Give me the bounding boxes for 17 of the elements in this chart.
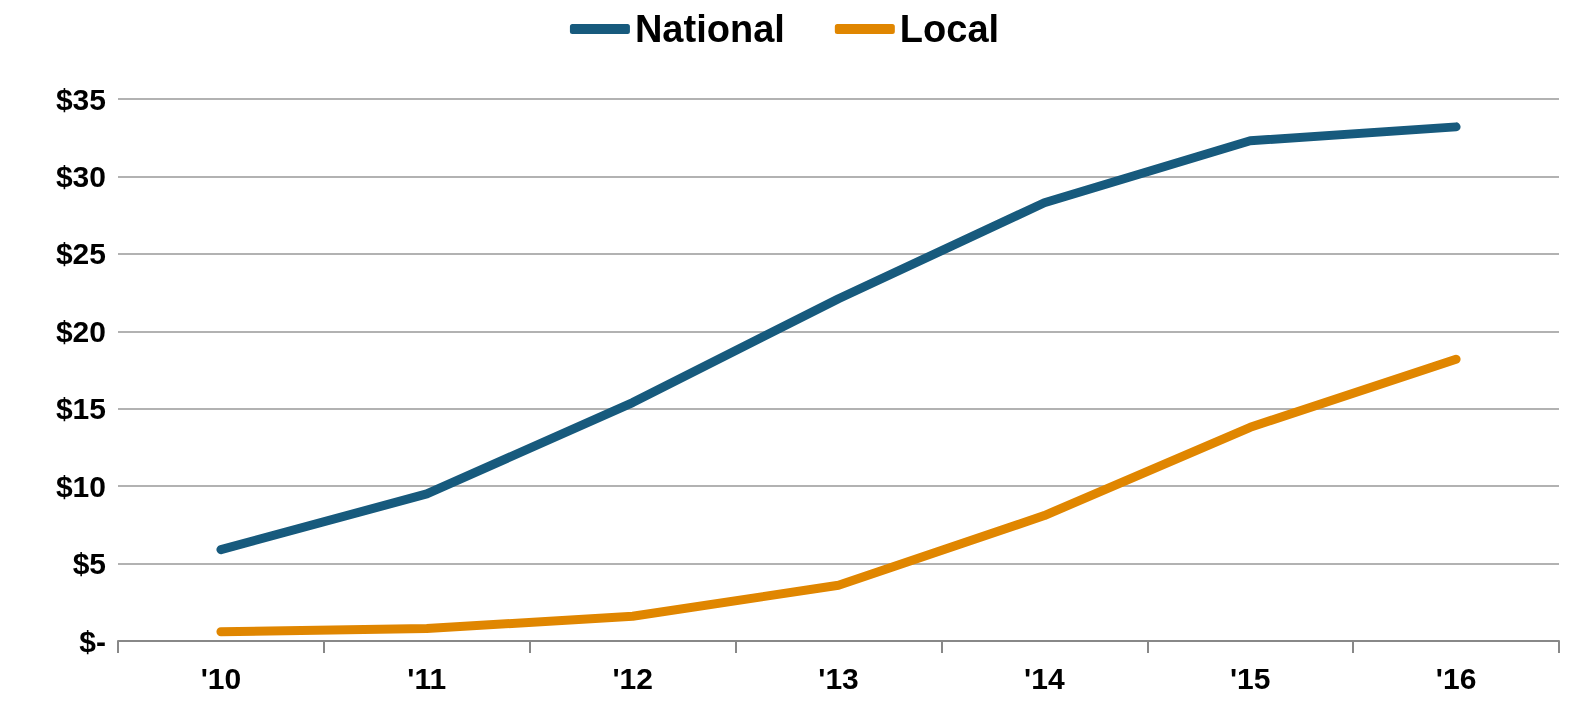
x-tick-label: '15 (1229, 661, 1271, 695)
y-tick-label: $10 (55, 469, 106, 503)
y-tick-label: $20 (55, 314, 106, 348)
y-tick-label: $- (79, 624, 106, 658)
x-tick-label: '11 (407, 661, 447, 695)
x-tick-label: '14 (1024, 661, 1065, 695)
y-tick-label: $35 (55, 82, 106, 116)
y-tick-label: $25 (55, 237, 106, 271)
x-tick-label: '16 (1435, 661, 1477, 695)
x-tick-label: '12 (612, 661, 653, 695)
y-tick-label: $30 (55, 159, 106, 193)
x-tick-label: '13 (818, 661, 859, 695)
legend-label: Local (899, 8, 1000, 50)
legend-label: National (634, 8, 785, 50)
y-tick-label: $5 (72, 547, 106, 581)
x-tick-label: '10 (200, 661, 242, 695)
y-tick-label: $15 (55, 392, 106, 426)
